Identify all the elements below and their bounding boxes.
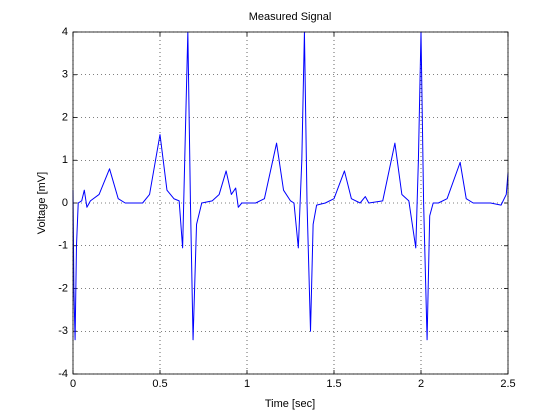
y-tick-label: -2 xyxy=(58,282,68,294)
x-tick-label: 2 xyxy=(418,378,424,390)
x-tick-label: 0 xyxy=(70,378,76,390)
y-axis-label: Voltage [mV] xyxy=(36,172,48,234)
chart-title: Measured Signal xyxy=(249,11,332,23)
y-tick-label: -1 xyxy=(58,240,68,252)
x-tick-label: 0.5 xyxy=(152,378,167,390)
y-tick-label: 3 xyxy=(62,69,68,81)
y-tick-label: -4 xyxy=(58,368,68,380)
y-tick-label: 1 xyxy=(62,154,68,166)
x-tick-label: 1 xyxy=(244,378,250,390)
x-tick-label: 2.5 xyxy=(500,378,515,390)
plot-frame xyxy=(72,31,509,375)
signal-line xyxy=(72,31,509,341)
y-tick-label: 4 xyxy=(62,26,68,38)
x-tick-label: 1.5 xyxy=(326,378,341,390)
y-tick-label: -3 xyxy=(58,325,68,337)
y-tick-label: 0 xyxy=(62,197,68,209)
x-axis-label: Time [sec] xyxy=(265,398,315,410)
y-tick-label: 2 xyxy=(62,111,68,123)
